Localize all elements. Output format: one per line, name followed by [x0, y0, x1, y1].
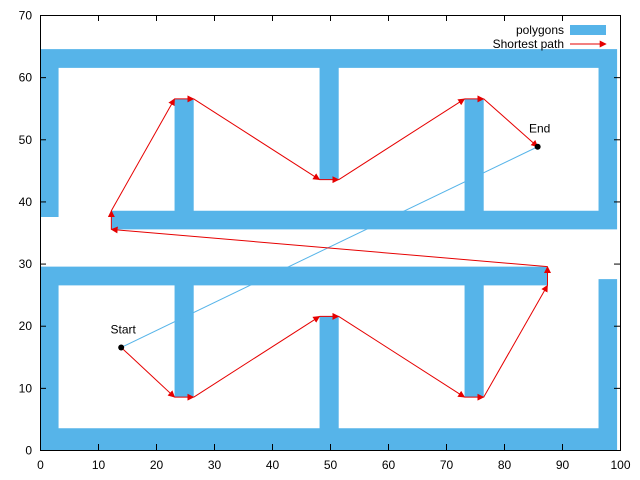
legend-swatch-polygons: [570, 25, 606, 35]
x-tick-label-40: 40: [266, 458, 280, 472]
polygon-2: [40, 266, 618, 450]
x-tick-label-20: 20: [150, 458, 164, 472]
path-segment-13: [193, 98, 321, 181]
y-tick-label-30: 30: [19, 257, 33, 271]
shortest-path-layer: [107, 95, 551, 401]
x-tick-label-30: 30: [208, 458, 222, 472]
start-label: Start: [111, 322, 137, 336]
y-tick-label-70: 70: [19, 9, 33, 23]
x-tick-label-10: 10: [92, 458, 106, 472]
path-segment-3: [193, 315, 321, 398]
x-tick-label-90: 90: [556, 458, 570, 472]
direct-line-layer: [120, 146, 538, 348]
path-segment-5: [338, 315, 466, 398]
end-label: End: [529, 122, 550, 136]
axis-layer: 0 10 20 30 40 50 60 70 80 90 100 0 10 20 30 40 50 60 70: [19, 9, 631, 473]
path-segment-15: [338, 98, 466, 181]
path-segment-17: [483, 98, 539, 148]
direct-line: [120, 146, 538, 348]
y-tick-label-20: 20: [19, 319, 33, 333]
y-tick-label-0: 0: [25, 444, 32, 458]
y-tick-label-10: 10: [19, 381, 33, 395]
x-tick-label-100: 100: [610, 458, 630, 472]
x-tick-label-80: 80: [498, 458, 512, 472]
legend-label-shortest-path: Shortest path: [493, 37, 564, 51]
x-tick-label-70: 70: [440, 458, 454, 472]
polygon-1: [40, 49, 618, 230]
y-tick-label-60: 60: [19, 71, 33, 85]
y-tick-label-50: 50: [19, 133, 33, 147]
path-segment-7: [483, 284, 548, 398]
legend: polygons Shortest path: [493, 23, 607, 51]
path-segment-9: [110, 226, 548, 268]
point-layer: Start End: [111, 122, 550, 351]
legend-label-polygons: polygons: [516, 23, 564, 37]
end-point: [534, 143, 541, 150]
polygon-layer: [40, 49, 618, 450]
start-point: [118, 344, 125, 351]
path-segment-11: [110, 98, 175, 211]
y-tick-label-40: 40: [19, 195, 33, 209]
x-tick-label-60: 60: [382, 458, 396, 472]
x-tick-label-0: 0: [37, 458, 44, 472]
path-segment-1: [120, 347, 176, 398]
x-tick-label-50: 50: [324, 458, 338, 472]
